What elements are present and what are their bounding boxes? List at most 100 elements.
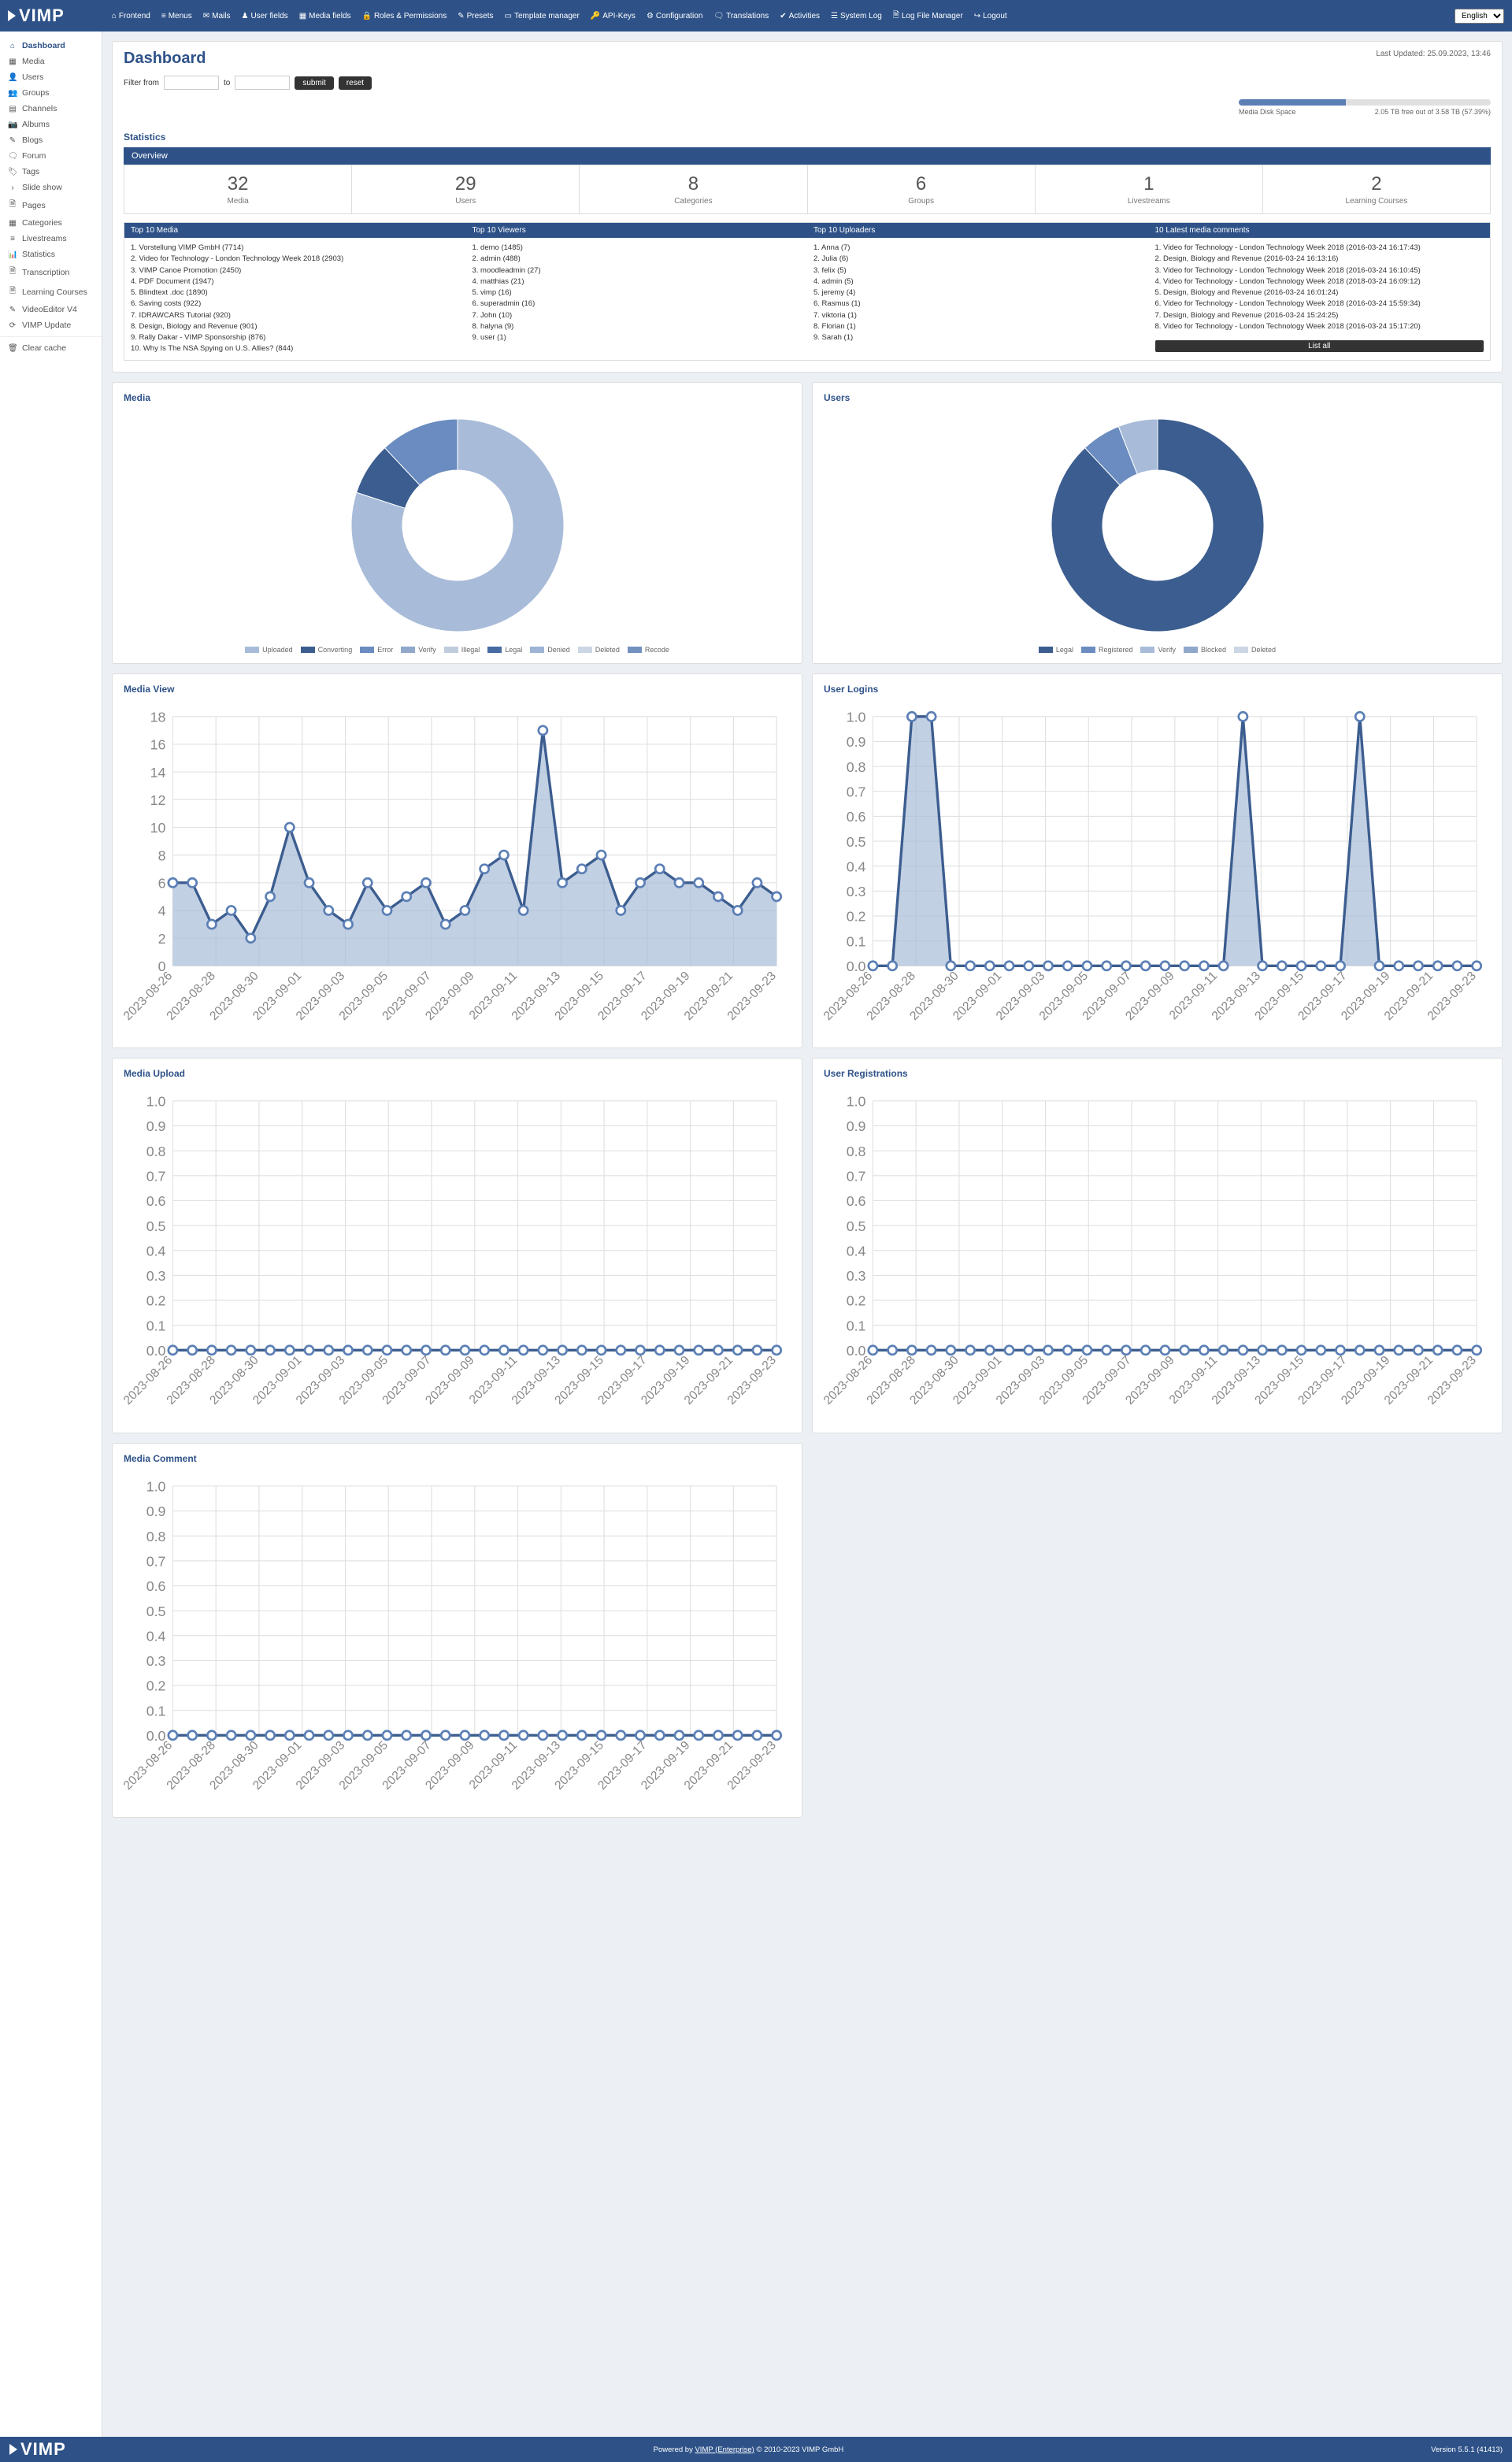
chart-point[interactable] bbox=[1025, 1346, 1033, 1355]
chart-point[interactable] bbox=[1063, 961, 1072, 970]
chart-point[interactable] bbox=[1161, 961, 1169, 970]
list-item[interactable]: 7. IDRAWCARS Tutorial (920) bbox=[131, 310, 460, 321]
list-item[interactable]: 3. felix (5) bbox=[813, 265, 1143, 276]
list-item[interactable]: 5. vimp (16) bbox=[472, 287, 802, 298]
chart-point[interactable] bbox=[324, 1730, 333, 1739]
chart-point[interactable] bbox=[1473, 961, 1481, 970]
list-all-button[interactable]: List all bbox=[1155, 340, 1484, 352]
chart-point[interactable] bbox=[1161, 1346, 1169, 1355]
chart-point[interactable] bbox=[558, 1346, 567, 1355]
chart-point[interactable] bbox=[713, 1730, 722, 1739]
chart-point[interactable] bbox=[1121, 961, 1130, 970]
chart-point[interactable] bbox=[695, 1346, 703, 1355]
language-select[interactable]: English bbox=[1455, 9, 1504, 24]
sidebar-item[interactable]: ✎Blogs bbox=[0, 132, 102, 148]
list-item[interactable]: 6. Saving costs (922) bbox=[131, 298, 460, 310]
chart-point[interactable] bbox=[421, 878, 430, 887]
list-item[interactable]: 1. Anna (7) bbox=[813, 243, 1143, 254]
chart-point[interactable] bbox=[539, 1730, 547, 1739]
chart-point[interactable] bbox=[421, 1730, 430, 1739]
chart-point[interactable] bbox=[1277, 961, 1286, 970]
chart-point[interactable] bbox=[343, 920, 352, 929]
chart-point[interactable] bbox=[519, 1730, 528, 1739]
chart-point[interactable] bbox=[1453, 961, 1462, 970]
topnav-item[interactable]: ☰System Log bbox=[831, 9, 882, 23]
sidebar-item[interactable]: 👥Groups bbox=[0, 85, 102, 101]
sidebar-item[interactable]: ▤Channels bbox=[0, 101, 102, 117]
chart-point[interactable] bbox=[753, 1730, 762, 1739]
chart-point[interactable] bbox=[1258, 1346, 1267, 1355]
topnav-item[interactable]: ⌂Frontend bbox=[112, 9, 150, 23]
sidebar-item[interactable]: 🗎Transcription bbox=[0, 262, 102, 282]
chart-point[interactable] bbox=[617, 1730, 625, 1739]
chart-point[interactable] bbox=[363, 878, 372, 887]
chart-point[interactable] bbox=[169, 1730, 177, 1739]
list-item[interactable]: 5. Blindtext .doc (1890) bbox=[131, 287, 460, 298]
brand-logo[interactable]: VIMP bbox=[8, 6, 65, 26]
list-item[interactable]: 9. Rally Dakar - VIMP Sponsorship (876) bbox=[131, 332, 460, 343]
chart-point[interactable] bbox=[1005, 961, 1014, 970]
chart-point[interactable] bbox=[947, 1346, 955, 1355]
chart-point[interactable] bbox=[927, 1346, 936, 1355]
chart-point[interactable] bbox=[227, 1730, 235, 1739]
chart-point[interactable] bbox=[441, 1730, 450, 1739]
chart-point[interactable] bbox=[539, 725, 547, 734]
chart-point[interactable] bbox=[888, 961, 897, 970]
topnav-item[interactable]: 🔒Roles & Permissions bbox=[362, 9, 447, 23]
chart-point[interactable] bbox=[733, 1730, 742, 1739]
chart-point[interactable] bbox=[753, 878, 762, 887]
sidebar-item[interactable]: 🏷Tags bbox=[0, 164, 102, 180]
chart-point[interactable] bbox=[655, 864, 664, 873]
topnav-item[interactable]: ✎Presets bbox=[458, 9, 493, 23]
chart-point[interactable] bbox=[383, 1730, 391, 1739]
chart-point[interactable] bbox=[519, 1346, 528, 1355]
chart-point[interactable] bbox=[519, 906, 528, 914]
chart-point[interactable] bbox=[227, 1346, 235, 1355]
sidebar-item-clear-cache[interactable]: 🗑 Clear cache bbox=[0, 340, 102, 356]
chart-point[interactable] bbox=[888, 1346, 897, 1355]
list-item[interactable]: 7. viktoria (1) bbox=[813, 310, 1143, 321]
list-item[interactable]: 5. Design, Biology and Revenue (2016-03-… bbox=[1155, 287, 1484, 298]
chart-point[interactable] bbox=[499, 851, 508, 859]
sidebar-item[interactable]: 🗎Pages bbox=[0, 195, 102, 215]
chart-point[interactable] bbox=[1414, 961, 1422, 970]
chart-point[interactable] bbox=[1317, 961, 1325, 970]
list-item[interactable]: 4. PDF Document (1947) bbox=[131, 276, 460, 287]
chart-point[interactable] bbox=[617, 906, 625, 914]
chart-point[interactable] bbox=[1473, 1346, 1481, 1355]
list-item[interactable]: 2. admin (488) bbox=[472, 254, 802, 265]
list-item[interactable]: 3. VIMP Canoe Promotion (2450) bbox=[131, 265, 460, 276]
list-item[interactable]: 9. user (1) bbox=[472, 332, 802, 343]
topnav-item[interactable]: ≡Menus bbox=[161, 9, 192, 23]
chart-point[interactable] bbox=[773, 1346, 781, 1355]
chart-point[interactable] bbox=[169, 878, 177, 887]
sidebar-item[interactable]: ≡Livestreams bbox=[0, 231, 102, 247]
chart-point[interactable] bbox=[636, 1346, 644, 1355]
chart-point[interactable] bbox=[869, 1346, 877, 1355]
topnav-item[interactable]: ⚙Configuration bbox=[647, 9, 702, 23]
chart-point[interactable] bbox=[402, 892, 411, 900]
chart-point[interactable] bbox=[733, 906, 742, 914]
chart-point[interactable] bbox=[285, 1346, 294, 1355]
list-item[interactable]: 2. Design, Biology and Revenue (2016-03-… bbox=[1155, 254, 1484, 265]
chart-point[interactable] bbox=[577, 864, 586, 873]
list-item[interactable]: 2. Julia (6) bbox=[813, 254, 1143, 265]
chart-point[interactable] bbox=[461, 906, 469, 914]
chart-point[interactable] bbox=[441, 920, 450, 929]
chart-point[interactable] bbox=[1414, 1346, 1422, 1355]
list-item[interactable]: 1. Video for Technology - London Technol… bbox=[1155, 243, 1484, 254]
chart-point[interactable] bbox=[1433, 961, 1442, 970]
list-item[interactable]: 9. Sarah (1) bbox=[813, 332, 1143, 343]
chart-point[interactable] bbox=[1083, 961, 1091, 970]
chart-point[interactable] bbox=[285, 822, 294, 831]
chart-point[interactable] bbox=[713, 1346, 722, 1355]
sidebar-item[interactable]: ▦Categories bbox=[0, 215, 102, 231]
chart-point[interactable] bbox=[1355, 712, 1364, 721]
list-item[interactable]: 10. Why Is The NSA Spying on U.S. Allies… bbox=[131, 343, 460, 354]
chart-point[interactable] bbox=[421, 1346, 430, 1355]
chart-point[interactable] bbox=[305, 1730, 313, 1739]
chart-point[interactable] bbox=[907, 1346, 916, 1355]
chart-point[interactable] bbox=[285, 1730, 294, 1739]
chart-point[interactable] bbox=[927, 712, 936, 721]
list-item[interactable]: 4. admin (5) bbox=[813, 276, 1143, 287]
